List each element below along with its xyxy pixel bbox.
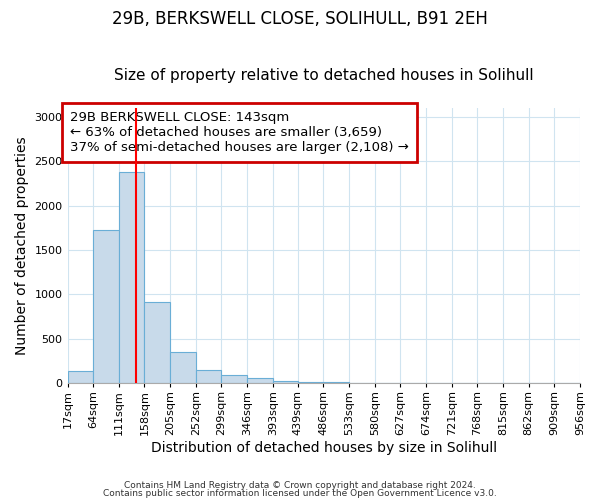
Bar bbox=[221, 376, 247, 384]
Bar bbox=[298, 382, 323, 384]
Bar bbox=[323, 382, 349, 384]
Text: 29B, BERKSWELL CLOSE, SOLIHULL, B91 2EH: 29B, BERKSWELL CLOSE, SOLIHULL, B91 2EH bbox=[112, 10, 488, 28]
Bar bbox=[145, 302, 170, 384]
Y-axis label: Number of detached properties: Number of detached properties bbox=[15, 136, 29, 355]
Bar bbox=[247, 378, 273, 384]
Bar bbox=[196, 370, 221, 384]
Bar bbox=[273, 380, 298, 384]
Bar bbox=[93, 230, 119, 384]
Bar bbox=[68, 371, 93, 384]
Bar bbox=[119, 172, 145, 384]
Text: Contains HM Land Registry data © Crown copyright and database right 2024.: Contains HM Land Registry data © Crown c… bbox=[124, 481, 476, 490]
Text: Contains public sector information licensed under the Open Government Licence v3: Contains public sector information licen… bbox=[103, 488, 497, 498]
X-axis label: Distribution of detached houses by size in Solihull: Distribution of detached houses by size … bbox=[151, 441, 497, 455]
Title: Size of property relative to detached houses in Solihull: Size of property relative to detached ho… bbox=[114, 68, 533, 83]
Text: 29B BERKSWELL CLOSE: 143sqm
← 63% of detached houses are smaller (3,659)
37% of : 29B BERKSWELL CLOSE: 143sqm ← 63% of det… bbox=[70, 112, 409, 154]
Bar bbox=[170, 352, 196, 384]
